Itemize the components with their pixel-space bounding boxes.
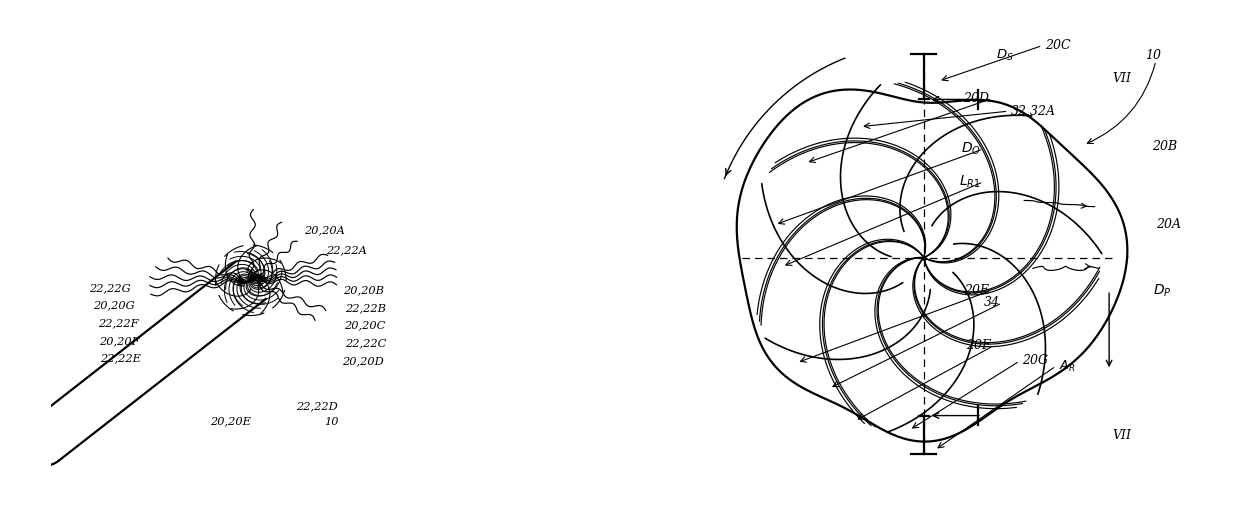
- Text: 34: 34: [983, 297, 999, 310]
- Text: 10: 10: [324, 417, 339, 426]
- Text: 20E: 20E: [963, 284, 990, 297]
- Text: 20A: 20A: [1156, 218, 1180, 231]
- Text: 20,20D: 20,20D: [342, 356, 383, 366]
- Text: 20,20F: 20,20F: [99, 336, 140, 346]
- Text: 20F: 20F: [966, 339, 991, 352]
- Text: 32,32A: 32,32A: [1011, 105, 1056, 117]
- Text: VII: VII: [1112, 428, 1131, 442]
- Text: 20B: 20B: [1152, 140, 1177, 153]
- Text: 20G: 20G: [1022, 354, 1048, 368]
- Text: 20,20G: 20,20G: [93, 300, 135, 311]
- Text: 20,20A: 20,20A: [304, 225, 345, 235]
- Text: $D_S$: $D_S$: [996, 48, 1013, 63]
- Text: 20,20C: 20,20C: [345, 321, 386, 331]
- Text: $D_P$: $D_P$: [1153, 282, 1172, 299]
- Text: 20,20E: 20,20E: [211, 417, 250, 426]
- Text: 22,22B: 22,22B: [345, 303, 386, 313]
- Text: 22,22F: 22,22F: [98, 318, 138, 328]
- Text: 20,20B: 20,20B: [343, 285, 384, 295]
- Text: $L_{R1}$: $L_{R1}$: [959, 174, 981, 190]
- Text: 22,22C: 22,22C: [345, 338, 387, 348]
- Text: 20D: 20D: [963, 92, 990, 105]
- Text: 22,22A: 22,22A: [326, 245, 367, 255]
- Text: $D_O$: $D_O$: [961, 141, 981, 157]
- Text: 22,22D: 22,22D: [296, 401, 339, 411]
- Text: VII: VII: [1112, 72, 1131, 85]
- Text: 22,22E: 22,22E: [100, 353, 141, 364]
- Text: $A_R$: $A_R$: [1059, 358, 1075, 373]
- Text: 10: 10: [1145, 49, 1161, 62]
- Text: 22,22G: 22,22G: [89, 283, 131, 293]
- Text: 20C: 20C: [1045, 39, 1070, 52]
